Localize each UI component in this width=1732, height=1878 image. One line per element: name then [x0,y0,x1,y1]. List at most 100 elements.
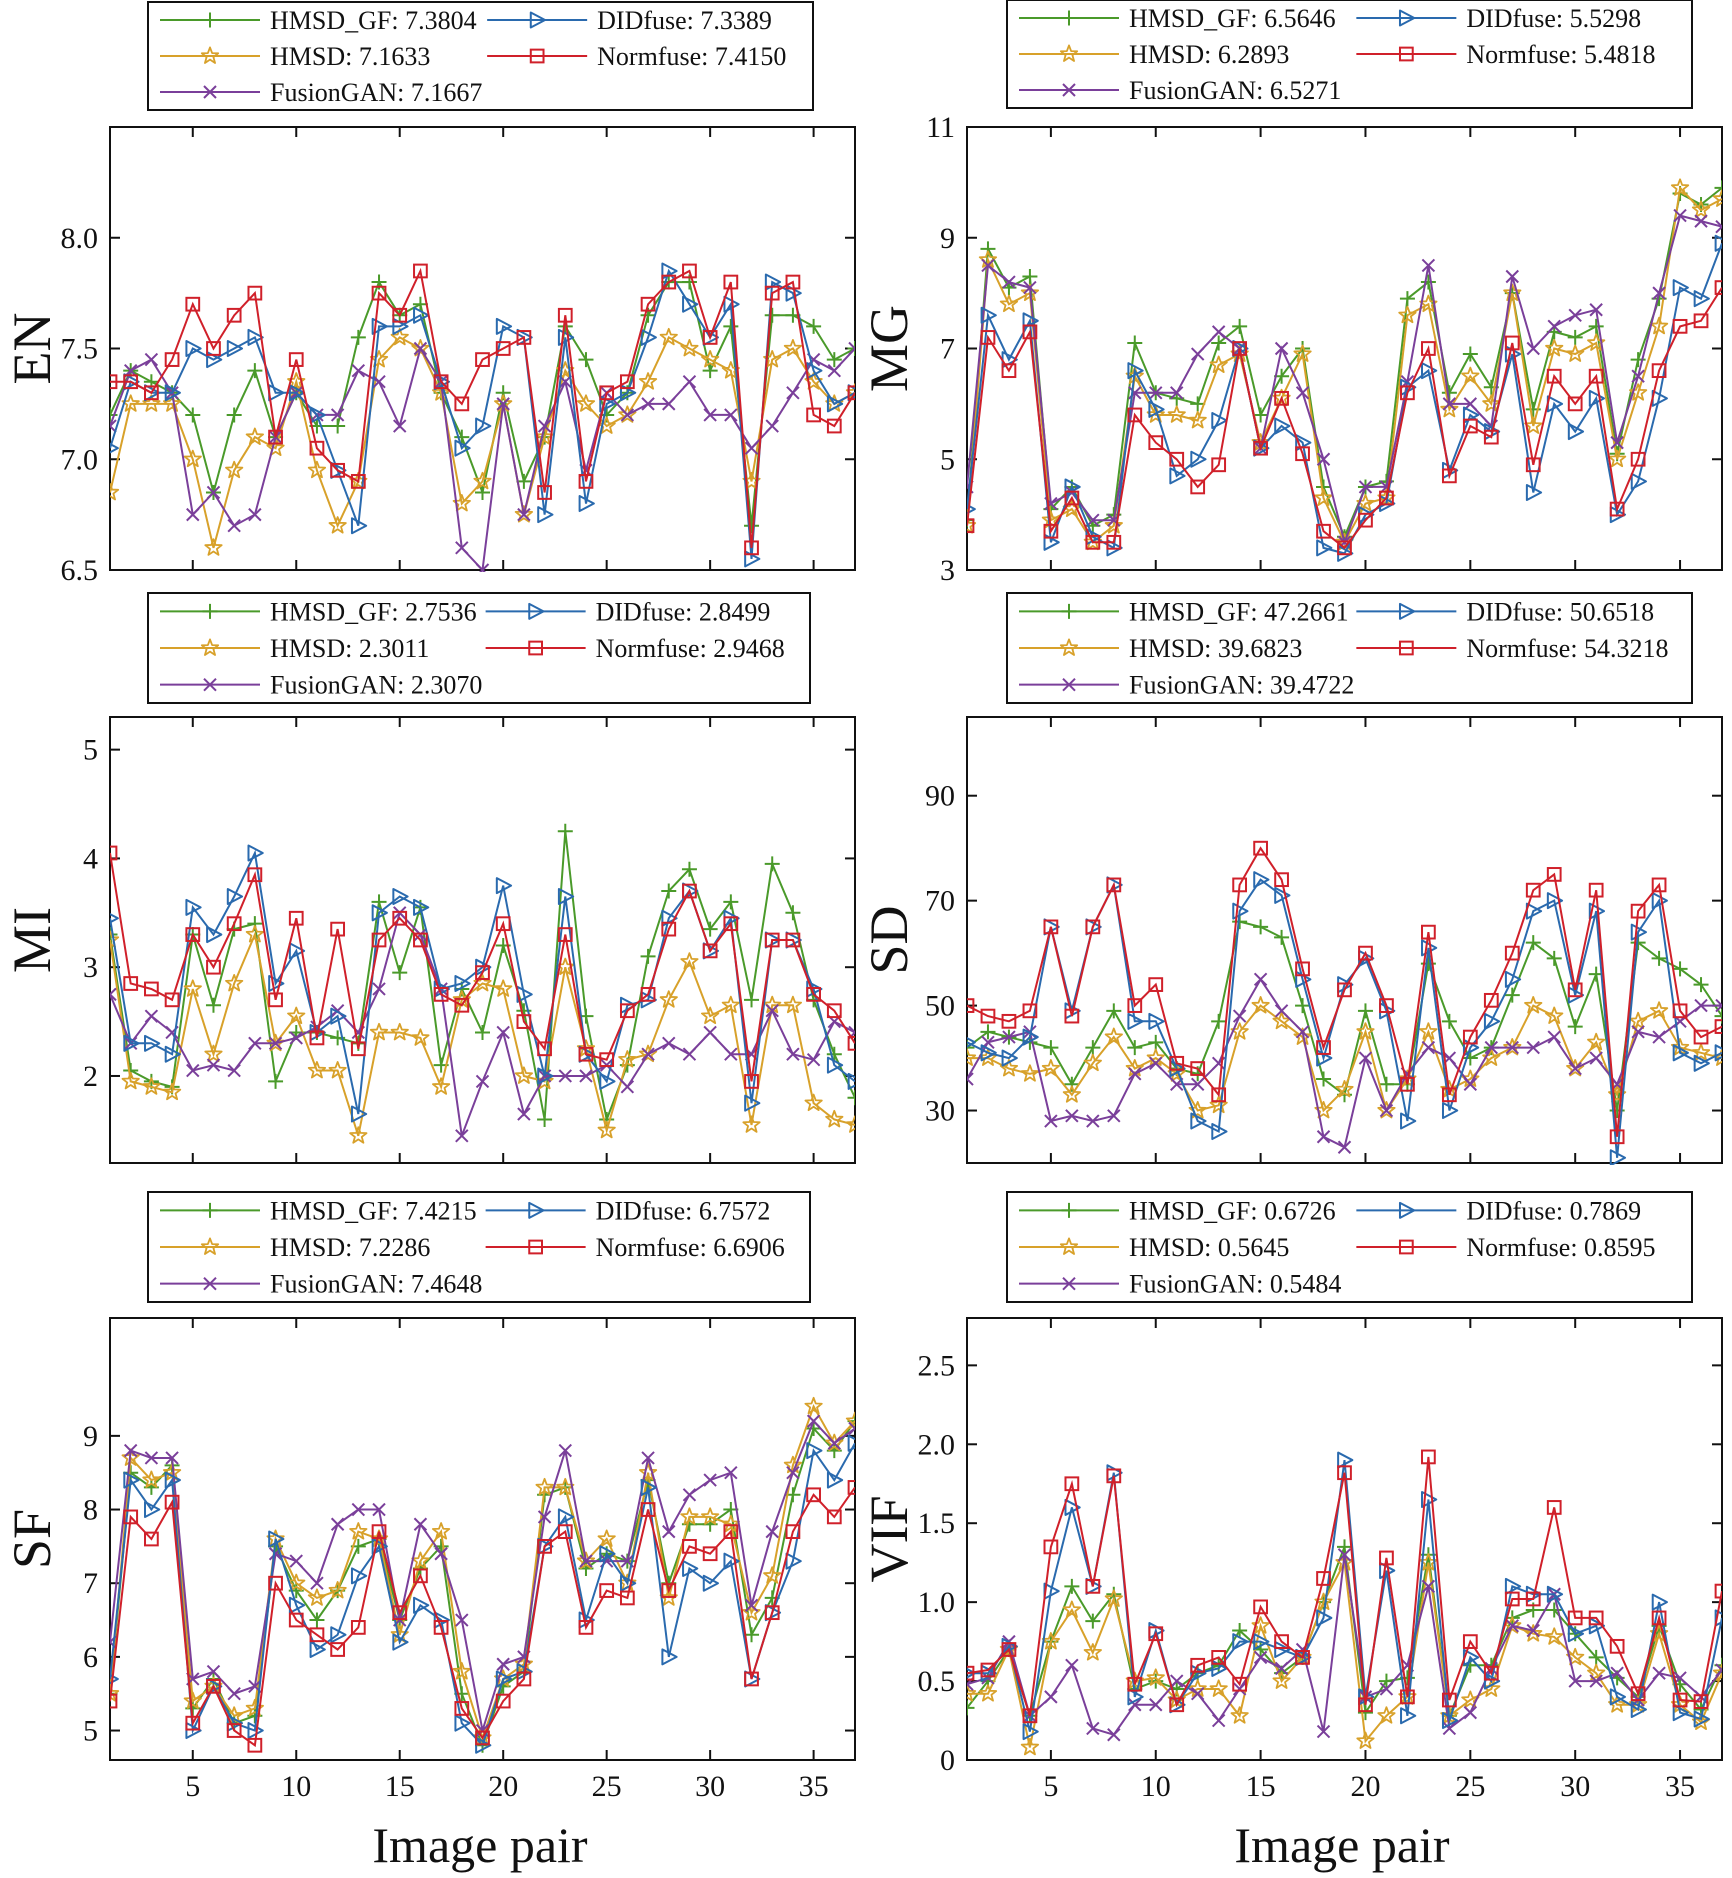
data-point [413,1517,428,1531]
data-point [413,263,428,279]
data-point [1421,1579,1436,1594]
data-point [411,1028,430,1046]
data-point [1085,1040,1101,1056]
legend-marker [1398,602,1416,620]
data-point [641,1451,655,1465]
data-point [1253,1650,1268,1665]
data-point [1651,363,1667,379]
data-point [1148,977,1164,992]
legend-item-hmsd: HMSD: 0.5645 [1019,1233,1289,1262]
data-point [744,441,759,455]
data-point [1421,1491,1438,1509]
data-point [1232,341,1248,356]
series-group [110,823,855,1144]
data-point [1462,1634,1478,1649]
data-point [514,1066,533,1084]
data-point [558,1443,572,1458]
data-point [1253,972,1268,987]
data-point [330,1517,345,1531]
data-point [1190,450,1207,468]
data-point [164,992,180,1008]
y-tick-label: 7 [940,333,955,366]
data-point [1274,1004,1289,1018]
data-point [268,992,283,1008]
legend: HMSD_GF: 2.7536 DIDfuse: 2.8499 HMSD: 2.30… [147,592,811,704]
data-point [1379,998,1394,1013]
data-point [1062,1085,1081,1103]
data-point [1525,457,1541,473]
y-tick-label: 2 [83,1060,98,1093]
data-point [967,1048,977,1066]
data-point [682,1488,697,1502]
legend-marker [1062,1276,1076,1291]
data-point [1672,961,1688,977]
data-point [967,1072,974,1086]
data-point [268,1036,283,1051]
data-point [121,1071,140,1090]
data-point [452,1662,471,1680]
data-point [1232,1676,1248,1692]
x-tick-label: 10 [281,1770,311,1803]
legend-item-hmsd_gf: HMSD_GF: 2.7536 [160,597,477,626]
legend-marker [1398,1239,1414,1255]
legend-label: HMSD_GF: 2.7536 [270,597,477,626]
x-axis-label-left: Image pair [372,1817,588,1873]
data-point [1587,1032,1606,1051]
data-point [599,1052,615,1068]
data-point [1190,479,1206,495]
data-point [785,1552,802,1570]
legend-label: DIDfuse: 2.8499 [596,597,771,626]
data-point [847,1434,855,1452]
legend-item-normfuse: Normfuse: 6.6906 [485,1233,785,1262]
data-point [1714,1583,1722,1599]
data-point [1190,1112,1207,1130]
data-point [454,396,470,412]
data-point [369,1022,389,1041]
data-point [1693,1710,1710,1728]
data-point [980,1044,997,1062]
data-point [371,894,387,910]
data-point [1253,440,1268,456]
data-point [495,1670,513,1688]
data-point [1631,369,1645,383]
series-hmsd_gf [967,914,1722,1119]
data-point [1169,1697,1185,1713]
legend-label: DIDfuse: 7.3389 [597,6,772,35]
data-point [845,1411,855,1430]
series-line [967,1004,1722,1113]
data-point [1400,1112,1417,1130]
data-point [980,330,996,345]
legend-label: Normfuse: 54.3218 [1466,634,1668,663]
series-normfuse [967,840,1722,1145]
data-point [1505,269,1519,284]
legend-marker [528,1239,543,1255]
data-point [682,375,697,389]
x-tick-label: 20 [488,1770,518,1803]
data-point [744,1627,760,1643]
legend-item-normfuse: Normfuse: 2.9468 [485,634,785,663]
data-point [1104,1589,1123,1607]
data-point [847,1480,855,1495]
data-point [537,1067,554,1085]
data-point [371,904,388,922]
data-point [268,1575,283,1591]
data-point [1044,1690,1058,1704]
data-point [1316,1609,1333,1627]
data-point [701,350,720,368]
data-point [1086,513,1100,527]
data-point [1567,396,1583,412]
data-point [1546,1500,1562,1515]
data-point [1316,1130,1331,1144]
data-point [247,916,263,932]
data-point [1672,279,1689,297]
data-point [764,932,780,948]
data-point [682,883,697,899]
data-point [1589,1674,1603,1688]
data-point [723,274,739,290]
data-point [110,912,119,924]
data-point [537,1510,552,1524]
data-point [475,1024,490,1040]
data-point [1253,1633,1270,1651]
data-point [1169,1055,1185,1071]
series-normfuse [110,263,855,556]
